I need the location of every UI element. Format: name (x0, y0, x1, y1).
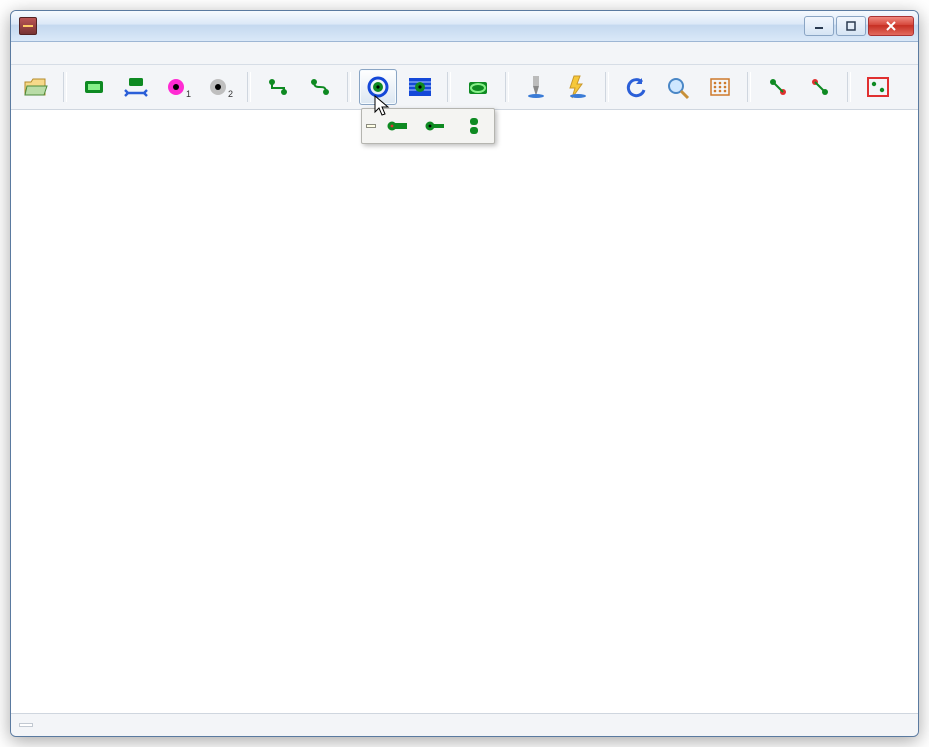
sub-shrink-track-button[interactable] (420, 112, 452, 140)
menu-file[interactable] (17, 51, 33, 55)
undo-button[interactable] (617, 69, 655, 105)
sub-split-pads-button[interactable] (458, 112, 490, 140)
engrave-path-button[interactable] (459, 69, 497, 105)
menubar (11, 42, 918, 65)
menu-parameters[interactable] (89, 51, 105, 55)
canvas-area (11, 110, 918, 713)
open-file-button[interactable] (17, 69, 55, 105)
titlebar[interactable] (11, 11, 918, 42)
mill-flash-button[interactable] (559, 69, 597, 105)
net-1-button[interactable] (759, 69, 797, 105)
calculate-contours-button[interactable] (359, 69, 397, 105)
layer-2-button[interactable]: 2 (201, 69, 239, 105)
tool-route-1-button[interactable] (259, 69, 297, 105)
zoom-button[interactable] (659, 69, 697, 105)
swap-layers-button[interactable] (117, 69, 155, 105)
status-text (19, 723, 33, 727)
svg-text:2: 2 (228, 89, 233, 99)
app-window: 1 2 (10, 10, 919, 737)
grid-pattern-button[interactable] (701, 69, 739, 105)
tool-route-2-button[interactable] (301, 69, 339, 105)
svg-text:1: 1 (186, 89, 191, 99)
maximize-button[interactable] (836, 16, 866, 36)
window-buttons (804, 16, 914, 36)
hatch-contours-button[interactable] (401, 69, 439, 105)
pcb-svg (11, 110, 918, 713)
menu-edit[interactable] (53, 51, 69, 55)
toolbar: 1 2 (11, 65, 918, 110)
pcb-canvas[interactable] (11, 110, 918, 713)
statusbar (11, 713, 918, 736)
menu-display[interactable] (71, 51, 87, 55)
layer-1-button[interactable]: 1 (159, 69, 197, 105)
select-rect-button[interactable] (859, 69, 897, 105)
menu-machine[interactable] (35, 51, 51, 55)
close-button[interactable] (868, 16, 914, 36)
minimize-button[interactable] (804, 16, 834, 36)
menu-help[interactable] (107, 51, 123, 55)
sub-expand-track-button[interactable] (382, 112, 414, 140)
app-icon (19, 17, 37, 35)
contours-sub-toolbar (361, 108, 495, 144)
mill-tool-button[interactable] (517, 69, 555, 105)
net-2-button[interactable] (801, 69, 839, 105)
tooltip-label (366, 124, 376, 128)
layer-chip-button[interactable] (75, 69, 113, 105)
